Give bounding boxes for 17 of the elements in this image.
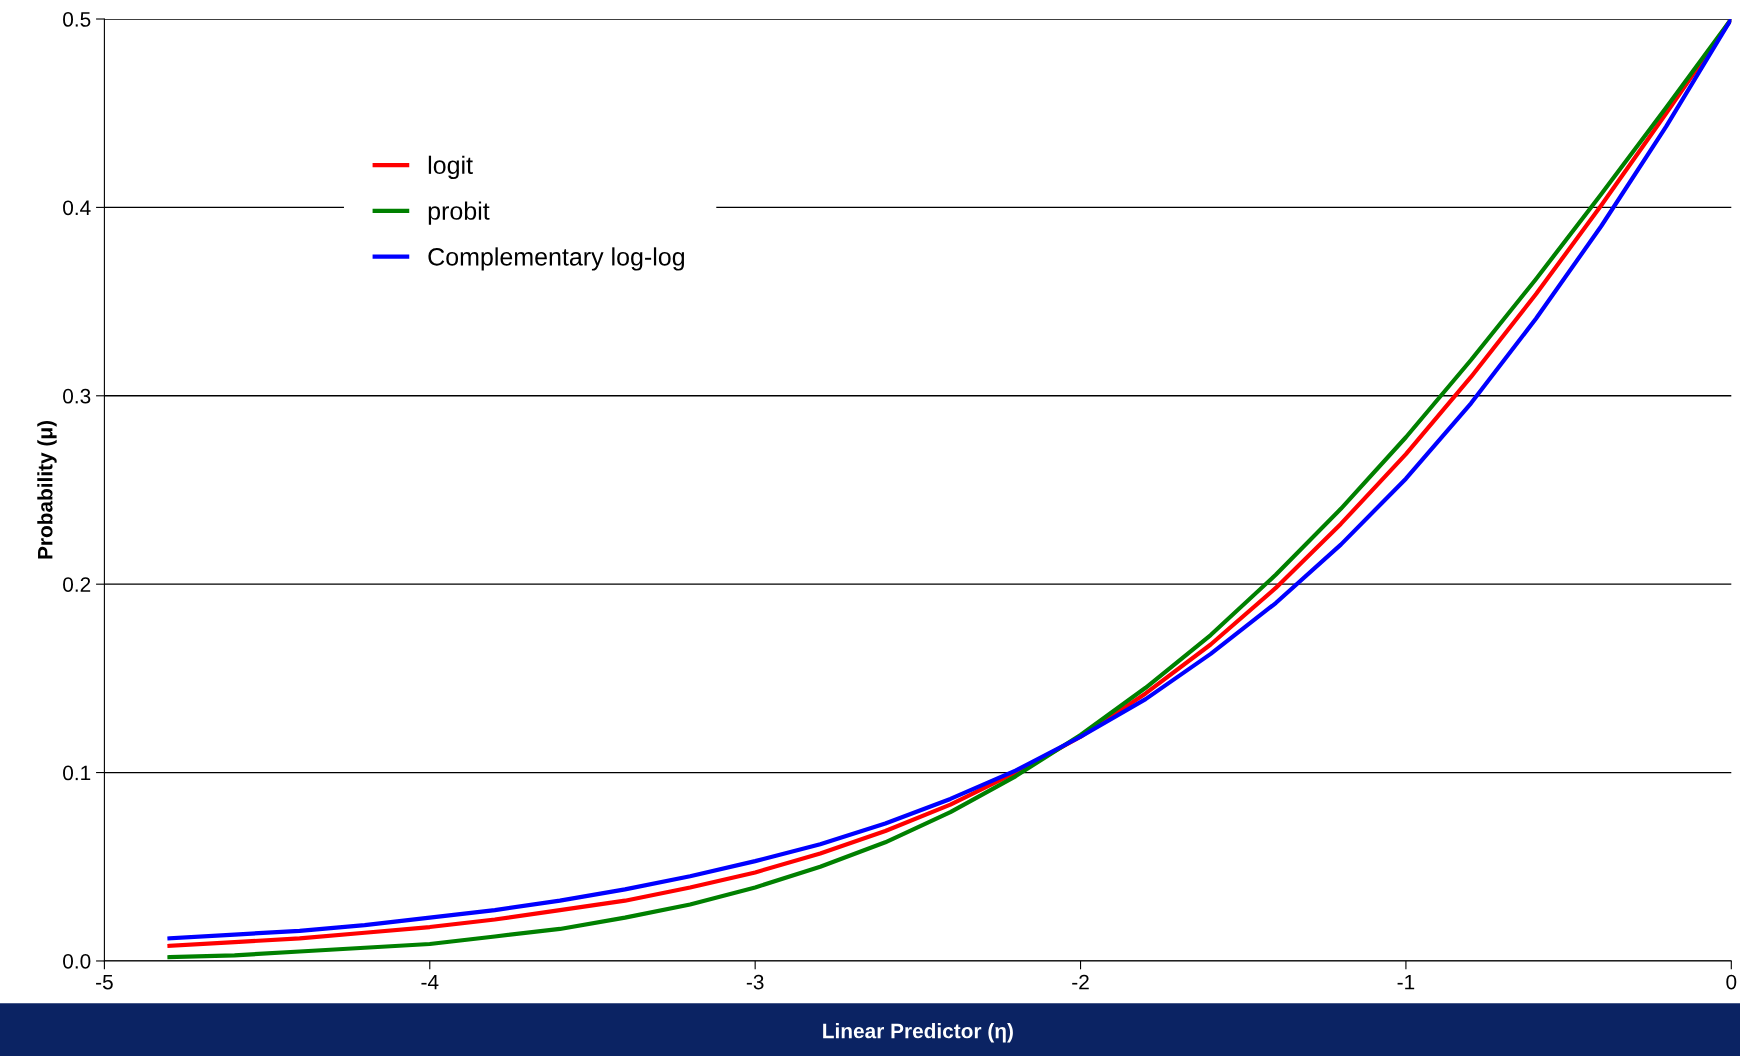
x-tick-label: -2	[1072, 974, 1089, 990]
x-tick-label: -4	[421, 974, 439, 990]
x-axis-title: Linear Predictor (η)	[823, 1023, 1013, 1043]
y-tick-label: 0.5	[63, 12, 91, 27]
x-tick-label: -3	[746, 974, 764, 990]
y-axis-title: Probability (μ)	[37, 420, 57, 559]
x-tick-label: 0	[1726, 974, 1737, 990]
x-tick-label: -5	[96, 974, 113, 990]
legend-label: Complementary log-log	[428, 247, 684, 271]
y-tick-label: 0.0	[63, 953, 91, 969]
y-tick-label: 0.2	[63, 577, 91, 592]
y-tick-label: 0.3	[63, 388, 91, 404]
legend-label: probit	[428, 201, 490, 225]
y-tick-label: 0.1	[63, 765, 91, 781]
legend-label: logit	[428, 155, 473, 180]
x-tick-label: -1	[1397, 974, 1415, 990]
y-tick-label: 0.4	[63, 200, 91, 216]
